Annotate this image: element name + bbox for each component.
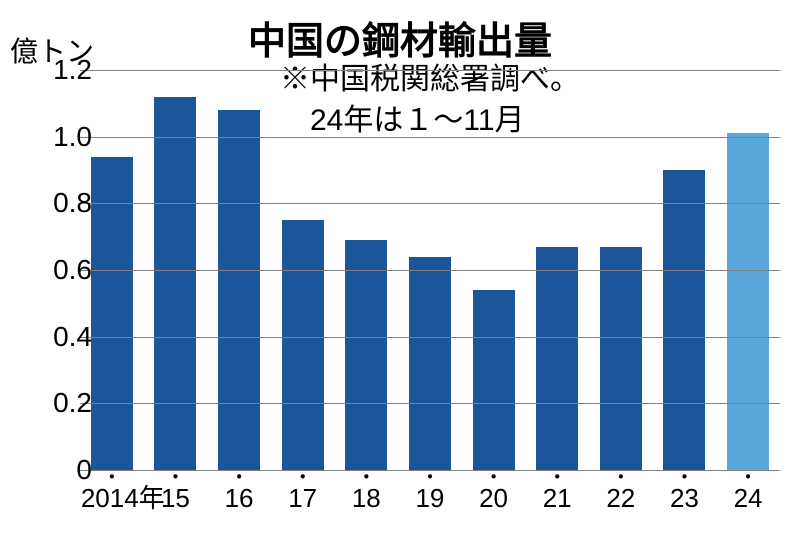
bar <box>409 257 451 470</box>
ytick-label: 0.2 <box>32 387 92 419</box>
gridline <box>80 203 780 204</box>
bar <box>663 170 705 470</box>
gridline <box>80 337 780 338</box>
xtick-label: ・19 <box>409 472 451 513</box>
xtick-text: 20 <box>479 483 508 513</box>
ytick-label: 0 <box>32 454 92 486</box>
steel-export-chart: 中国の鋼材輸出量 億トン ※中国税関総署調べ。 24年は１〜11月 ・2014年… <box>0 0 800 546</box>
bar <box>727 133 769 470</box>
xtick-text: 16 <box>225 483 254 513</box>
xtick-label: ・20 <box>473 472 515 513</box>
xtick-label: ・16 <box>218 472 260 513</box>
bar <box>473 290 515 470</box>
xtick-text: 24 <box>734 483 763 513</box>
bar <box>345 240 387 470</box>
bar <box>218 110 260 470</box>
xtick-text: 2014年 <box>81 484 165 513</box>
bar <box>154 97 196 470</box>
xtick-label: ・22 <box>600 472 642 513</box>
gridline <box>80 270 780 271</box>
bar <box>536 247 578 470</box>
xtick-text: 18 <box>352 483 381 513</box>
ytick-label: 0.4 <box>32 321 92 353</box>
xtick-label: ・15 <box>154 472 196 513</box>
xtick-text: 23 <box>670 483 699 513</box>
xtick-text: 19 <box>415 483 444 513</box>
ytick-label: 1.0 <box>32 121 92 153</box>
xtick-label: ・23 <box>663 472 705 513</box>
ytick-label: 0.6 <box>32 254 92 286</box>
xtick-label: ・17 <box>282 472 324 513</box>
xtick-text: 15 <box>161 483 190 513</box>
plot-area <box>80 70 780 470</box>
xtick-text: 22 <box>606 483 635 513</box>
bar <box>282 220 324 470</box>
ytick-label: 0.8 <box>32 187 92 219</box>
gridline <box>80 137 780 138</box>
chart-title: 中国の鋼材輸出量 <box>0 10 800 65</box>
xtick-label: ・18 <box>345 472 387 513</box>
gridline <box>80 403 780 404</box>
gridline <box>80 70 780 71</box>
xtick-label: ・24 <box>727 472 769 513</box>
bar <box>600 247 642 470</box>
xtick-label: ・21 <box>536 472 578 513</box>
ytick-label: 1.2 <box>32 54 92 86</box>
x-axis: ・2014年・15 ・16 ・17 ・18 ・19 ・20 ・21 ・22 ・23 ・24 <box>80 472 780 513</box>
xtick-label: ・2014年 <box>91 472 133 513</box>
xtick-text: 17 <box>288 483 317 513</box>
xtick-text: 21 <box>543 483 572 513</box>
